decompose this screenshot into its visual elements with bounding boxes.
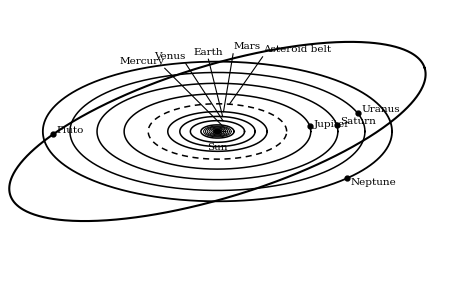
Text: Asteroid belt: Asteroid belt xyxy=(263,46,331,55)
Text: Neptune: Neptune xyxy=(351,178,397,187)
Text: Earth: Earth xyxy=(193,48,223,57)
Ellipse shape xyxy=(214,129,221,133)
Text: Sun: Sun xyxy=(207,143,228,152)
Text: Uranus: Uranus xyxy=(361,105,400,114)
Text: Venus: Venus xyxy=(155,52,186,61)
Text: Mercury: Mercury xyxy=(120,57,165,66)
Text: Jupiter: Jupiter xyxy=(313,120,350,129)
Text: Saturn: Saturn xyxy=(340,117,376,126)
Text: Mars: Mars xyxy=(233,42,260,51)
Text: Pluto: Pluto xyxy=(57,126,84,135)
